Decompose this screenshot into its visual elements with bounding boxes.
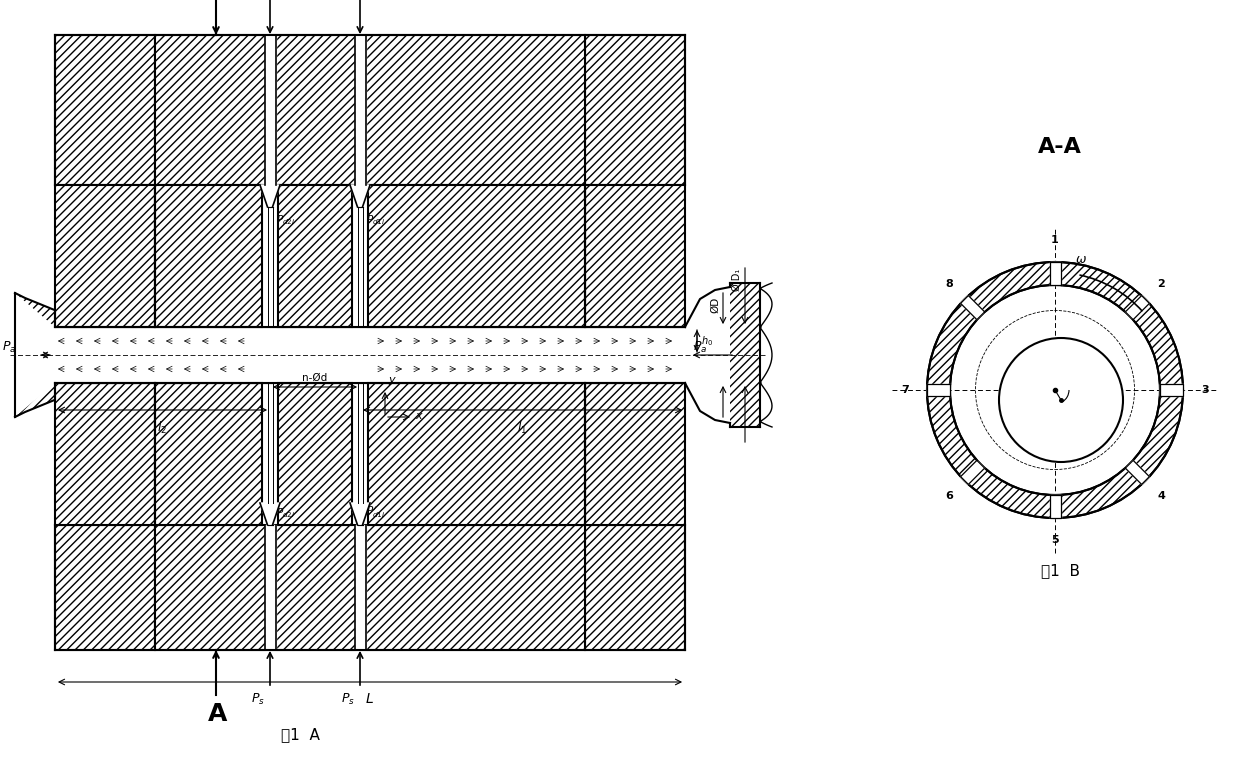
Polygon shape	[357, 207, 362, 327]
Bar	[585, 525, 684, 650]
Bar	[55, 383, 155, 525]
Polygon shape	[268, 383, 273, 503]
Text: 3: 3	[1202, 385, 1209, 395]
Text: 4: 4	[1157, 491, 1166, 501]
Text: $P_a$: $P_a$	[693, 340, 707, 355]
Text: $P_a$: $P_a$	[2, 340, 16, 355]
Text: ØD: ØD	[711, 297, 720, 313]
Text: 2: 2	[1157, 279, 1164, 289]
Polygon shape	[961, 296, 985, 320]
Text: $P_s$: $P_s$	[341, 692, 355, 707]
Bar	[368, 185, 585, 327]
Polygon shape	[1049, 495, 1060, 518]
Text: e: e	[1059, 394, 1065, 404]
Text: 7: 7	[901, 385, 909, 395]
Polygon shape	[355, 35, 366, 185]
Polygon shape	[268, 207, 273, 327]
Text: Ø D₁: Ø D₁	[732, 269, 742, 291]
Bar	[55, 35, 155, 185]
Text: $P_s$: $P_s$	[250, 692, 265, 707]
Text: 图1  A: 图1 A	[280, 727, 320, 742]
Text: $P_{d1i}$: $P_{d1i}$	[366, 213, 386, 226]
Polygon shape	[1049, 262, 1060, 285]
Text: x: x	[415, 411, 422, 421]
Polygon shape	[1126, 461, 1149, 484]
Bar	[585, 185, 684, 327]
Text: L: L	[366, 692, 374, 706]
Polygon shape	[357, 383, 362, 503]
Text: $P_{d1i}'$: $P_{d1i}'$	[366, 505, 386, 520]
Bar	[730, 283, 760, 427]
Text: 1: 1	[1052, 235, 1059, 245]
Bar	[155, 383, 262, 525]
Text: $P_{d2i}$: $P_{d2i}$	[277, 506, 295, 520]
Text: A: A	[208, 702, 228, 726]
Polygon shape	[928, 385, 950, 395]
Text: $P_{d2i}$: $P_{d2i}$	[277, 213, 295, 226]
Text: 图1  B: 图1 B	[1040, 563, 1080, 578]
Polygon shape	[1126, 296, 1149, 320]
Polygon shape	[260, 185, 280, 207]
Text: A-A: A-A	[1038, 137, 1083, 157]
Polygon shape	[264, 35, 275, 185]
Text: $l_1$: $l_1$	[517, 420, 527, 436]
Text: $\theta_0$: $\theta_0$	[1073, 400, 1085, 413]
Text: $h_0$: $h_0$	[701, 334, 713, 348]
Bar	[55, 185, 155, 327]
Bar	[278, 185, 352, 327]
Polygon shape	[350, 503, 370, 525]
Bar	[368, 383, 585, 525]
Text: 8: 8	[945, 279, 952, 289]
Polygon shape	[350, 185, 370, 207]
Bar	[55, 525, 155, 650]
Polygon shape	[264, 525, 275, 650]
Bar	[155, 185, 262, 327]
Text: $\omega$: $\omega$	[1075, 253, 1087, 266]
Polygon shape	[961, 461, 985, 484]
Polygon shape	[355, 525, 366, 650]
Bar	[155, 525, 585, 650]
Text: 5: 5	[1052, 535, 1059, 545]
Bar	[278, 383, 352, 525]
Text: n-Ød: n-Ød	[303, 373, 327, 383]
Polygon shape	[260, 503, 280, 525]
Bar	[585, 35, 684, 185]
Bar	[155, 35, 585, 185]
Polygon shape	[1159, 385, 1183, 395]
Text: $l_2$: $l_2$	[157, 420, 167, 436]
Text: y: y	[388, 375, 394, 385]
Bar	[585, 383, 684, 525]
Text: 6: 6	[945, 491, 952, 501]
Circle shape	[999, 338, 1123, 462]
